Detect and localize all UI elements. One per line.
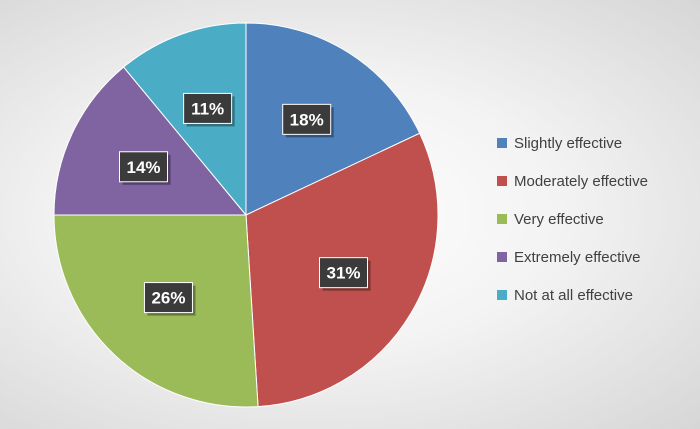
data-label-box (319, 257, 369, 289)
legend-item-moderately-effective: Moderately effective (497, 168, 648, 194)
data-label-text: 14% (126, 158, 160, 177)
data-label-text: 26% (151, 289, 185, 308)
legend-swatch (497, 290, 507, 300)
data-label-text: 11% (191, 99, 224, 118)
data-label-box (183, 92, 233, 124)
legend-swatch (497, 176, 507, 186)
data-label-slightly-effective: 18% (282, 103, 334, 138)
legend-label: Extremely effective (514, 248, 641, 266)
legend-swatch (497, 138, 507, 148)
data-label-moderately-effective: 31% (319, 257, 371, 291)
data-label-not-at-all-effective: 11% (183, 92, 235, 127)
legend-swatch (497, 214, 507, 224)
legend-swatch (497, 252, 507, 262)
pie-slice-slightly-effective (245, 22, 421, 216)
legend: Slightly effective Moderately effective … (497, 130, 648, 320)
legend-item-slightly-effective: Slightly effective (497, 130, 648, 156)
data-label-box (282, 103, 332, 135)
data-label-text: 31% (326, 264, 360, 283)
legend-label: Very effective (514, 210, 604, 228)
data-label-text: 18% (290, 110, 324, 129)
data-label-box (119, 151, 169, 183)
legend-label: Moderately effective (514, 172, 648, 190)
data-label-extremely-effective: 14% (119, 151, 171, 185)
pie-slice-extremely-effective (53, 66, 248, 216)
legend-label: Not at all effective (514, 286, 633, 304)
legend-item-not-at-all-effective: Not at all effective (497, 282, 648, 308)
legend-label: Slightly effective (514, 134, 623, 152)
data-label-box (143, 282, 193, 314)
data-label-very-effective: 26% (143, 282, 196, 316)
legend-item-very-effective: Very effective (497, 206, 648, 232)
legend-item-extremely-effective: Extremely effective (497, 244, 648, 270)
